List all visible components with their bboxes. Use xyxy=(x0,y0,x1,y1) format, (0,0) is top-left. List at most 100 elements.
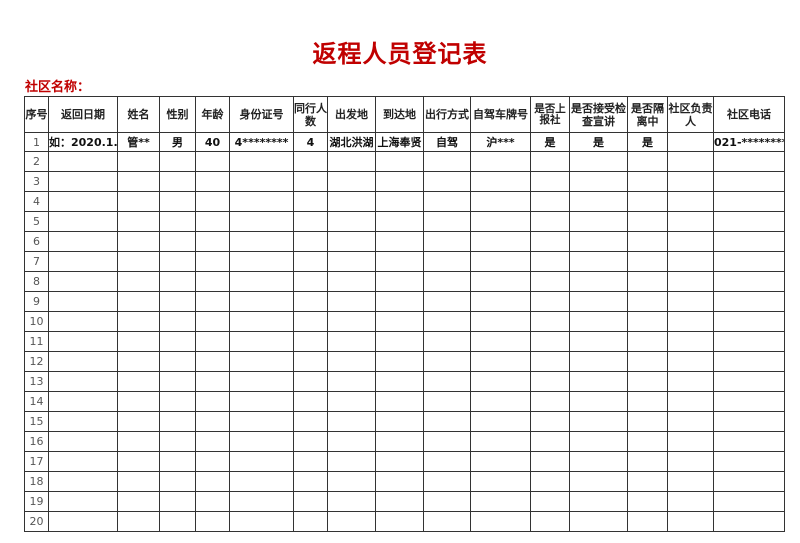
table-cell[interactable] xyxy=(117,251,160,272)
table-cell[interactable] xyxy=(530,471,570,492)
table-cell[interactable] xyxy=(667,411,714,432)
table-cell[interactable] xyxy=(229,271,294,292)
table-cell[interactable] xyxy=(423,451,471,472)
table-cell[interactable] xyxy=(569,431,628,452)
table-cell[interactable] xyxy=(48,431,118,452)
table-cell[interactable] xyxy=(423,251,471,272)
table-cell[interactable] xyxy=(713,391,785,412)
table-cell[interactable] xyxy=(327,471,376,492)
table-cell[interactable] xyxy=(195,511,230,532)
table-cell[interactable] xyxy=(117,271,160,292)
table-cell[interactable] xyxy=(229,351,294,372)
table-cell[interactable] xyxy=(627,151,668,172)
table-cell[interactable] xyxy=(470,451,531,472)
table-cell[interactable] xyxy=(530,491,570,512)
table-cell[interactable] xyxy=(195,291,230,312)
table-cell[interactable] xyxy=(195,231,230,252)
table-cell[interactable] xyxy=(159,211,196,232)
table-cell[interactable] xyxy=(569,231,628,252)
table-cell[interactable] xyxy=(229,211,294,232)
table-cell[interactable] xyxy=(327,371,376,392)
table-cell[interactable]: 湖北洪湖 xyxy=(327,132,376,152)
table-cell[interactable] xyxy=(569,211,628,232)
table-cell[interactable] xyxy=(667,132,714,152)
table-cell[interactable] xyxy=(713,351,785,372)
table-cell[interactable] xyxy=(293,271,328,292)
table-cell[interactable] xyxy=(713,291,785,312)
table-cell[interactable] xyxy=(627,291,668,312)
table-cell[interactable] xyxy=(470,171,531,192)
table-cell[interactable]: 管** xyxy=(117,132,160,152)
table-cell[interactable] xyxy=(667,251,714,272)
table-cell[interactable] xyxy=(117,411,160,432)
table-cell[interactable] xyxy=(48,471,118,492)
table-cell[interactable] xyxy=(667,351,714,372)
table-cell[interactable] xyxy=(713,151,785,172)
table-cell[interactable]: 如：2020.1.24 xyxy=(48,132,118,152)
table-cell[interactable] xyxy=(569,191,628,212)
table-cell[interactable] xyxy=(293,351,328,372)
table-cell[interactable] xyxy=(375,391,424,412)
table-cell[interactable] xyxy=(470,231,531,252)
table-cell[interactable] xyxy=(229,491,294,512)
table-cell[interactable] xyxy=(627,231,668,252)
table-cell[interactable] xyxy=(327,271,376,292)
table-cell[interactable] xyxy=(569,451,628,472)
table-cell[interactable] xyxy=(375,311,424,332)
table-cell[interactable] xyxy=(667,171,714,192)
table-cell[interactable] xyxy=(195,491,230,512)
table-cell[interactable] xyxy=(667,371,714,392)
table-cell[interactable] xyxy=(48,491,118,512)
table-cell[interactable] xyxy=(713,511,785,532)
table-cell[interactable] xyxy=(569,511,628,532)
table-cell[interactable]: 是 xyxy=(569,132,628,152)
table-cell[interactable]: 男 xyxy=(159,132,196,152)
table-cell[interactable] xyxy=(48,271,118,292)
table-cell[interactable] xyxy=(569,411,628,432)
table-cell[interactable] xyxy=(423,191,471,212)
table-cell[interactable] xyxy=(530,311,570,332)
table-cell[interactable] xyxy=(375,191,424,212)
table-cell[interactable] xyxy=(423,491,471,512)
table-cell[interactable]: 4******** xyxy=(229,132,294,152)
table-cell[interactable] xyxy=(667,311,714,332)
table-cell[interactable] xyxy=(48,511,118,532)
table-cell[interactable] xyxy=(667,231,714,252)
table-cell[interactable] xyxy=(195,431,230,452)
table-cell[interactable] xyxy=(530,451,570,472)
table-cell[interactable] xyxy=(627,311,668,332)
table-cell[interactable] xyxy=(48,231,118,252)
table-cell[interactable] xyxy=(569,291,628,312)
table-cell[interactable] xyxy=(470,471,531,492)
table-cell[interactable] xyxy=(627,171,668,192)
table-cell[interactable] xyxy=(713,271,785,292)
table-cell[interactable] xyxy=(159,291,196,312)
table-cell[interactable] xyxy=(195,471,230,492)
table-cell[interactable] xyxy=(159,271,196,292)
table-cell[interactable] xyxy=(569,471,628,492)
table-cell[interactable] xyxy=(569,371,628,392)
table-cell[interactable] xyxy=(667,491,714,512)
table-cell[interactable] xyxy=(375,211,424,232)
table-cell[interactable] xyxy=(195,271,230,292)
table-cell[interactable] xyxy=(470,191,531,212)
table-cell[interactable] xyxy=(327,191,376,212)
table-cell[interactable] xyxy=(293,291,328,312)
table-cell[interactable] xyxy=(667,511,714,532)
table-cell[interactable] xyxy=(713,251,785,272)
table-cell[interactable] xyxy=(627,471,668,492)
table-cell[interactable] xyxy=(229,291,294,312)
table-cell[interactable] xyxy=(627,391,668,412)
table-cell[interactable] xyxy=(195,171,230,192)
table-cell[interactable] xyxy=(117,291,160,312)
table-cell[interactable] xyxy=(229,511,294,532)
table-cell[interactable] xyxy=(229,151,294,172)
table-cell[interactable]: 是 xyxy=(627,132,668,152)
table-cell[interactable] xyxy=(327,431,376,452)
table-cell[interactable] xyxy=(159,171,196,192)
table-cell[interactable] xyxy=(327,211,376,232)
table-cell[interactable] xyxy=(470,271,531,292)
table-cell[interactable]: 021-******** xyxy=(713,132,785,152)
table-cell[interactable]: 40 xyxy=(195,132,230,152)
table-cell[interactable] xyxy=(195,191,230,212)
